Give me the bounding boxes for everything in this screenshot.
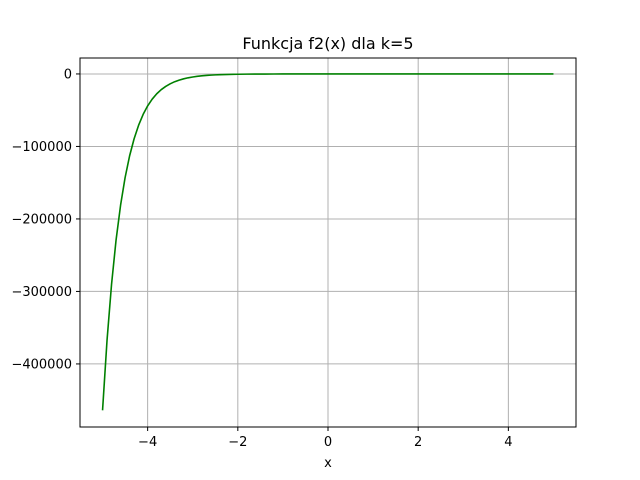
chart-title: Funkcja f2(x) dla k=5 (242, 34, 413, 53)
series-line (101, 73, 554, 411)
x-tick-label: 0 (324, 435, 332, 450)
y-tick-label: −400000 (11, 357, 72, 372)
x-axis-label: x (324, 456, 332, 471)
y-tick-label: −300000 (11, 285, 72, 300)
x-axis: −4 −2 0 2 4 (138, 427, 513, 450)
x-tick-label: 2 (414, 435, 422, 450)
series-layer (101, 73, 554, 411)
x-tick-label: −2 (228, 435, 247, 450)
x-tick-label: −4 (138, 435, 157, 450)
y-tick-label: −200000 (11, 212, 72, 227)
y-tick-label: −100000 (11, 140, 72, 155)
x-tick-label: 4 (504, 435, 512, 450)
y-tick-label: 0 (64, 67, 72, 82)
y-axis: 0 −100000 −200000 −300000 −400000 (11, 67, 80, 372)
